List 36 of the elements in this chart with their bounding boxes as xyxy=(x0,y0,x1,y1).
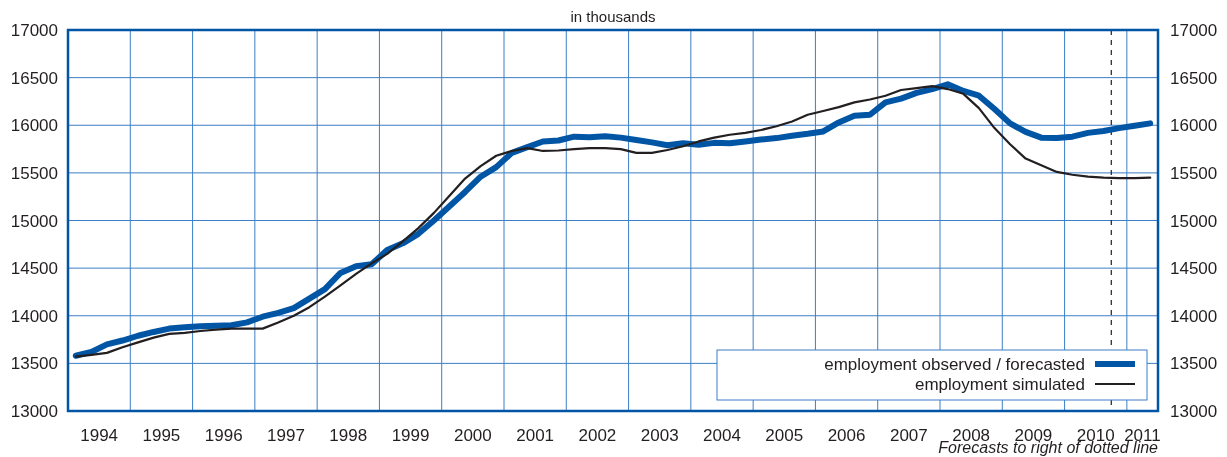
y-tick-label: 17000 xyxy=(10,21,58,40)
y-tick-label: 15000 xyxy=(10,211,58,231)
y-tick-label: 15500 xyxy=(10,163,58,183)
x-tick-label: 2006 xyxy=(827,426,866,445)
y2-tick-label: 15500 xyxy=(1170,163,1218,183)
x-tick-label: 2004 xyxy=(703,426,741,445)
x-tick-label: 2001 xyxy=(516,426,555,445)
y-tick-label: 16500 xyxy=(10,68,58,88)
y-tick-label: 14000 xyxy=(10,306,58,326)
y2-tick-label: 15000 xyxy=(1170,211,1218,231)
x-tick-label: 1994 xyxy=(80,426,119,445)
y-tick-label: 16000 xyxy=(10,116,58,136)
chart-subtitle: in thousands xyxy=(570,8,656,25)
x-tick-label: 2002 xyxy=(578,426,617,445)
x-tick-label: 2008 xyxy=(952,426,991,445)
x-tick-label: 1996 xyxy=(204,426,243,445)
y-tick-label: 14500 xyxy=(10,259,58,279)
y2-tick-label: 14500 xyxy=(1170,259,1218,279)
x-tick-label: 2003 xyxy=(640,426,679,445)
x-tick-label: 1999 xyxy=(391,426,430,445)
legend-label: employment observed / forecasted xyxy=(824,355,1085,374)
x-tick-label: 2007 xyxy=(889,426,928,445)
x-tick-label: 1998 xyxy=(329,426,368,445)
y2-tick-label: 13000 xyxy=(1170,402,1218,421)
x-tick-label: 2005 xyxy=(765,426,804,445)
legend-label: employment simulated xyxy=(914,375,1085,394)
x-tick-label: 1997 xyxy=(267,426,305,445)
y2-tick-label: 14000 xyxy=(1170,306,1218,326)
y-tick-label: 13000 xyxy=(10,402,58,421)
y-tick-label: 13500 xyxy=(10,354,58,374)
y2-tick-label: 16000 xyxy=(1170,116,1218,136)
y2-tick-label: 16500 xyxy=(1170,68,1218,88)
x-tick-label: 2000 xyxy=(453,426,492,445)
x-tick-label: 1995 xyxy=(142,426,181,445)
y2-tick-label: 17000 xyxy=(1170,21,1218,40)
y2-tick-label: 13500 xyxy=(1170,354,1218,374)
